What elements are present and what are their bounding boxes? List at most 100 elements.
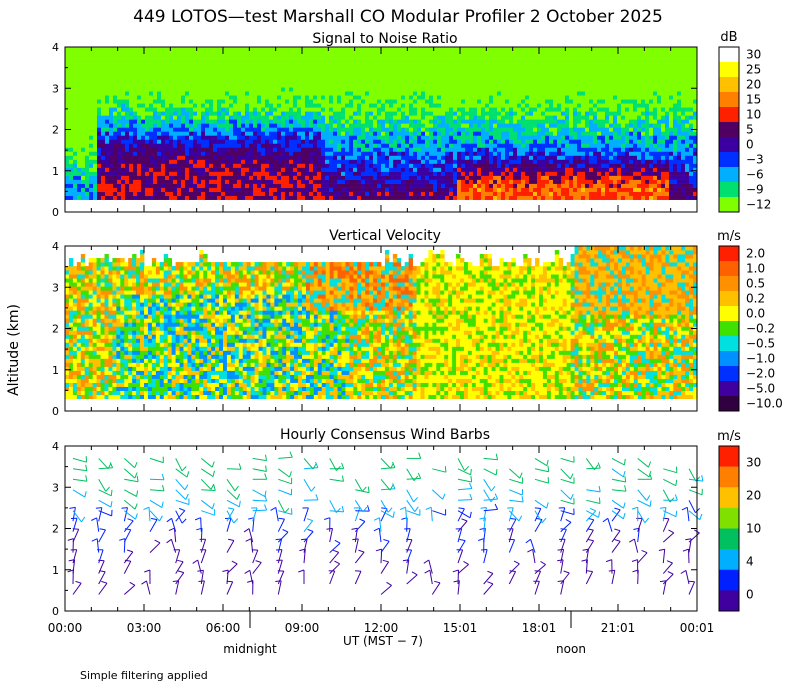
- snr-cell: [541, 167, 546, 172]
- snr-cell: [429, 183, 434, 188]
- snr-cell: [129, 191, 134, 196]
- snr-cell: [73, 195, 78, 200]
- snr-cell: [333, 67, 338, 72]
- snr-cell: [477, 99, 482, 104]
- snr-cell: [585, 103, 590, 108]
- snr-cell: [273, 135, 278, 140]
- snr-cell: [577, 147, 582, 152]
- snr-cell: [233, 159, 238, 164]
- snr-cell: [229, 59, 234, 64]
- snr-cell: [393, 103, 398, 108]
- snr-cell: [301, 59, 306, 64]
- snr-cell: [261, 123, 266, 128]
- snr-cell: [325, 191, 330, 196]
- snr-cell: [297, 143, 302, 148]
- snr-cell: [245, 67, 250, 72]
- snr-cell: [277, 183, 282, 188]
- snr-cell: [509, 147, 514, 152]
- snr-cell: [429, 115, 434, 120]
- snr-cell: [133, 63, 138, 68]
- snr-cell: [277, 75, 282, 80]
- snr-cell: [485, 91, 490, 96]
- snr-cell: [301, 171, 306, 176]
- snr-cell: [73, 131, 78, 136]
- snr-cell: [117, 123, 122, 128]
- snr-cell: [489, 71, 494, 76]
- snr-cell: [557, 123, 562, 128]
- snr-cell: [181, 51, 186, 56]
- snr-cell: [553, 179, 558, 184]
- snr-cell: [117, 71, 122, 76]
- snr-cell: [525, 163, 530, 168]
- snr-cell: [553, 171, 558, 176]
- snr-cell: [277, 139, 282, 144]
- snr-cell: [497, 143, 502, 148]
- snr-cell: [229, 155, 234, 160]
- snr-cell: [357, 107, 362, 112]
- snr-cell: [373, 63, 378, 68]
- snr-cell: [293, 123, 298, 128]
- snr-cell: [253, 119, 258, 124]
- snr-cell: [309, 147, 314, 152]
- snr-cell: [189, 103, 194, 108]
- snr-cell: [549, 115, 554, 120]
- snr-cell: [365, 91, 370, 96]
- snr-cell: [265, 55, 270, 60]
- snr-cell: [493, 155, 498, 160]
- snr-cell: [425, 83, 430, 88]
- snr-cell: [233, 63, 238, 68]
- snr-cell: [181, 107, 186, 112]
- snr-cell: [341, 75, 346, 80]
- snr-cell: [361, 111, 366, 116]
- snr-cell: [181, 91, 186, 96]
- snr-cell: [69, 91, 74, 96]
- snr-cell: [173, 55, 178, 60]
- snr-cell: [469, 175, 474, 180]
- snr-cell: [473, 59, 478, 64]
- snr-cell: [405, 127, 410, 132]
- snr-cell: [197, 47, 202, 52]
- snr-cell: [413, 195, 418, 200]
- snr-cell: [257, 115, 262, 120]
- snr-cell: [265, 87, 270, 92]
- snr-cell: [393, 147, 398, 152]
- snr-cell: [221, 75, 226, 80]
- snr-cell: [577, 135, 582, 140]
- snr-cell: [337, 63, 342, 68]
- snr-cell: [301, 163, 306, 168]
- snr-cell: [537, 79, 542, 84]
- snr-cell: [241, 191, 246, 196]
- snr-cell: [69, 63, 74, 68]
- snr-cell: [541, 131, 546, 136]
- snr-cell: [349, 75, 354, 80]
- snr-cell: [493, 131, 498, 136]
- snr-cell: [501, 131, 506, 136]
- snr-cell: [121, 71, 126, 76]
- snr-cell: [513, 167, 518, 172]
- snr-cell: [145, 71, 150, 76]
- snr-cell: [509, 55, 514, 60]
- snr-cell: [249, 147, 254, 152]
- snr-cell: [257, 171, 262, 176]
- snr-cell: [425, 47, 430, 52]
- snr-cell: [469, 107, 474, 112]
- snr-cell: [321, 115, 326, 120]
- snr-cell: [501, 127, 506, 132]
- snr-cell: [205, 187, 210, 192]
- snr-cell: [421, 111, 426, 116]
- snr-cell: [437, 59, 442, 64]
- snr-cell: [165, 163, 170, 168]
- snr-cell: [369, 47, 374, 52]
- snr-cell: [233, 171, 238, 176]
- snr-cell: [525, 115, 530, 120]
- snr-cell: [185, 167, 190, 172]
- snr-cell: [205, 163, 210, 168]
- snr-cell: [389, 59, 394, 64]
- snr-cell: [269, 47, 274, 52]
- snr-cell: [369, 191, 374, 196]
- snr-cell: [69, 71, 74, 76]
- snr-cell: [385, 131, 390, 136]
- snr-cell: [365, 163, 370, 168]
- snr-cell: [337, 135, 342, 140]
- snr-cell: [81, 155, 86, 160]
